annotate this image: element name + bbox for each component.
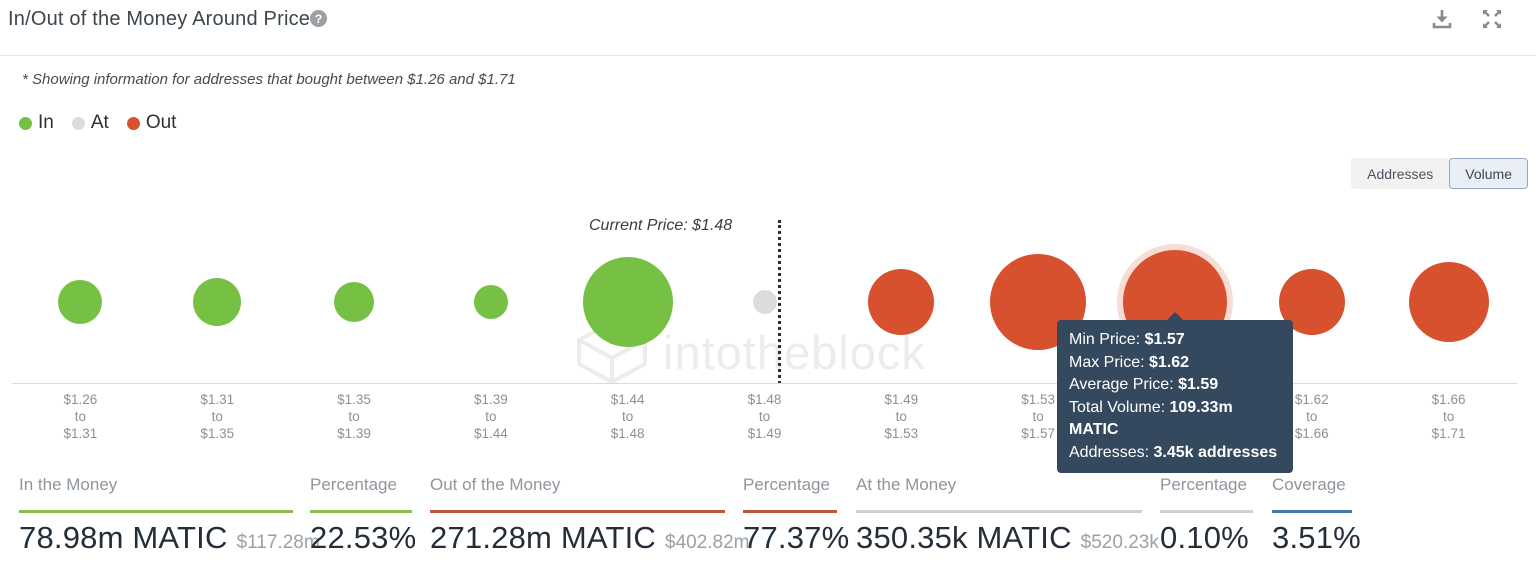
stat-secondary-value: $520.23k bbox=[1080, 532, 1159, 553]
legend-label: Out bbox=[145, 112, 177, 133]
tooltip-line: Min Price: $1.57 bbox=[1069, 331, 1185, 348]
legend-item-at[interactable]: At bbox=[71, 112, 109, 134]
toggle-addresses-button[interactable]: Addresses bbox=[1351, 158, 1449, 189]
stat-value: 22.53% bbox=[310, 520, 417, 555]
tooltip-line: Max Price: $1.62 bbox=[1069, 353, 1190, 371]
bubble-1.66-to-1.71[interactable] bbox=[1408, 262, 1489, 342]
stat-secondary-value: $117.28m bbox=[236, 532, 320, 553]
stat-label: Percentage bbox=[310, 475, 397, 494]
stat-at-the-money-4: At the Money 350.35k MATIC $520.23k bbox=[856, 475, 1159, 556]
stat-accent-rule bbox=[1160, 510, 1253, 513]
bubble-1.48-to-1.49[interactable] bbox=[752, 290, 777, 314]
stat-value: 3.51% bbox=[1272, 520, 1361, 555]
legend-item-out[interactable]: Out bbox=[126, 112, 177, 134]
header-divider bbox=[0, 55, 1536, 56]
at-dot-icon bbox=[71, 116, 85, 130]
x-axis-label: $1.44 to $1.48 bbox=[610, 392, 645, 441]
stat-accent-rule bbox=[743, 510, 837, 513]
tooltip-line: Total Volume: 109.33m MATIC bbox=[1069, 398, 1233, 439]
metric-toggle: Addresses Volume bbox=[1351, 158, 1528, 189]
svg-text:?: ? bbox=[315, 12, 323, 26]
x-axis-label: $1.66 to $1.71 bbox=[1431, 392, 1466, 441]
bubble-1.49-to-1.53[interactable] bbox=[868, 269, 935, 335]
summary-stats: In the Money 78.98m MATIC $117.28m Percenta… bbox=[0, 475, 1536, 586]
stat-percentage-1: Percentage 22.53% bbox=[310, 475, 416, 556]
stat-value: 77.37% bbox=[743, 520, 850, 555]
x-axis-label: $1.53 to $1.57 bbox=[1021, 392, 1056, 441]
legend-item-in[interactable]: In bbox=[19, 112, 54, 134]
page-title: In/Out of the Money Around Price bbox=[8, 8, 311, 30]
chart-tooltip: Min Price: $1.57 Max Price: $1.62 Average … bbox=[1057, 312, 1293, 473]
stat-accent-rule bbox=[430, 510, 725, 513]
x-axis-label: $1.26 to $1.31 bbox=[63, 392, 98, 441]
stat-accent-rule bbox=[310, 510, 412, 513]
in-dot-icon bbox=[19, 116, 32, 130]
stat-accent-rule bbox=[19, 510, 293, 513]
stat-value: 78.98m MATIC bbox=[19, 520, 228, 555]
out-dot-icon bbox=[126, 116, 140, 130]
stat-label: Percentage bbox=[743, 475, 830, 494]
bubble-1.44-to-1.48[interactable] bbox=[582, 257, 673, 347]
bubble-1.39-to-1.44[interactable] bbox=[473, 285, 508, 319]
tooltip-caret bbox=[1166, 312, 1184, 321]
legend-label: In bbox=[38, 112, 54, 133]
legend-label: At bbox=[90, 112, 109, 133]
stat-out-of-the-money-2: Out of the Money 271.28m MATIC $402.82m bbox=[430, 475, 750, 556]
stat-label: In the Money bbox=[19, 475, 118, 494]
stat-label: Coverage bbox=[1272, 475, 1346, 494]
stat-percentage-3: Percentage 77.37% bbox=[743, 475, 849, 556]
stat-percentage-5: Percentage 0.10% bbox=[1160, 475, 1253, 556]
bubble-chart: intotheblock Current Price: $1.48 $1.26 t… bbox=[0, 210, 1536, 473]
bubble-1.26-to-1.31[interactable] bbox=[58, 280, 103, 324]
stat-label: Percentage bbox=[1160, 475, 1247, 494]
x-axis-label: $1.35 to $1.39 bbox=[337, 392, 371, 441]
chart-legend: In At Out bbox=[19, 112, 184, 134]
range-note: * Showing information for addresses that… bbox=[22, 71, 516, 88]
stat-label: Out of the Money bbox=[430, 475, 561, 494]
x-axis-label: $1.48 to $1.49 bbox=[747, 392, 782, 441]
stat-accent-rule bbox=[856, 510, 1142, 513]
current-price-line bbox=[778, 220, 781, 384]
x-axis-label: $1.49 to $1.53 bbox=[884, 392, 919, 441]
bubble-1.35-to-1.39[interactable] bbox=[334, 282, 375, 322]
x-axis-label: $1.39 to $1.44 bbox=[473, 392, 508, 441]
stat-in-the-money-0: In the Money 78.98m MATIC $117.28m bbox=[19, 475, 320, 556]
x-axis-label: $1.31 to $1.35 bbox=[200, 392, 235, 441]
stat-value: 271.28m MATIC bbox=[430, 520, 656, 555]
download-icon[interactable] bbox=[1430, 7, 1454, 31]
question-mark-icon[interactable]: ? bbox=[309, 9, 328, 28]
stat-label: At the Money bbox=[856, 475, 957, 494]
current-price-label: Current Price: $1.48 bbox=[589, 217, 733, 234]
stat-secondary-value: $402.82m bbox=[665, 532, 750, 553]
stat-coverage-6: Coverage 3.51% bbox=[1272, 475, 1361, 556]
watermark-text: intotheblock bbox=[663, 325, 926, 379]
stat-accent-rule bbox=[1272, 510, 1352, 513]
stat-value: 350.35k MATIC bbox=[856, 520, 1072, 555]
tooltip-line: Addresses: 3.45k addresses bbox=[1069, 443, 1278, 461]
x-axis-label: $1.62 to $1.66 bbox=[1294, 392, 1329, 441]
tooltip-line: Average Price: $1.59 bbox=[1069, 376, 1219, 393]
stat-value: 0.10% bbox=[1160, 520, 1249, 555]
x-axis-line bbox=[12, 383, 1517, 384]
expand-icon[interactable] bbox=[1480, 7, 1504, 31]
toggle-volume-button[interactable]: Volume bbox=[1449, 158, 1528, 189]
bubble-1.31-to-1.35[interactable] bbox=[193, 278, 242, 326]
